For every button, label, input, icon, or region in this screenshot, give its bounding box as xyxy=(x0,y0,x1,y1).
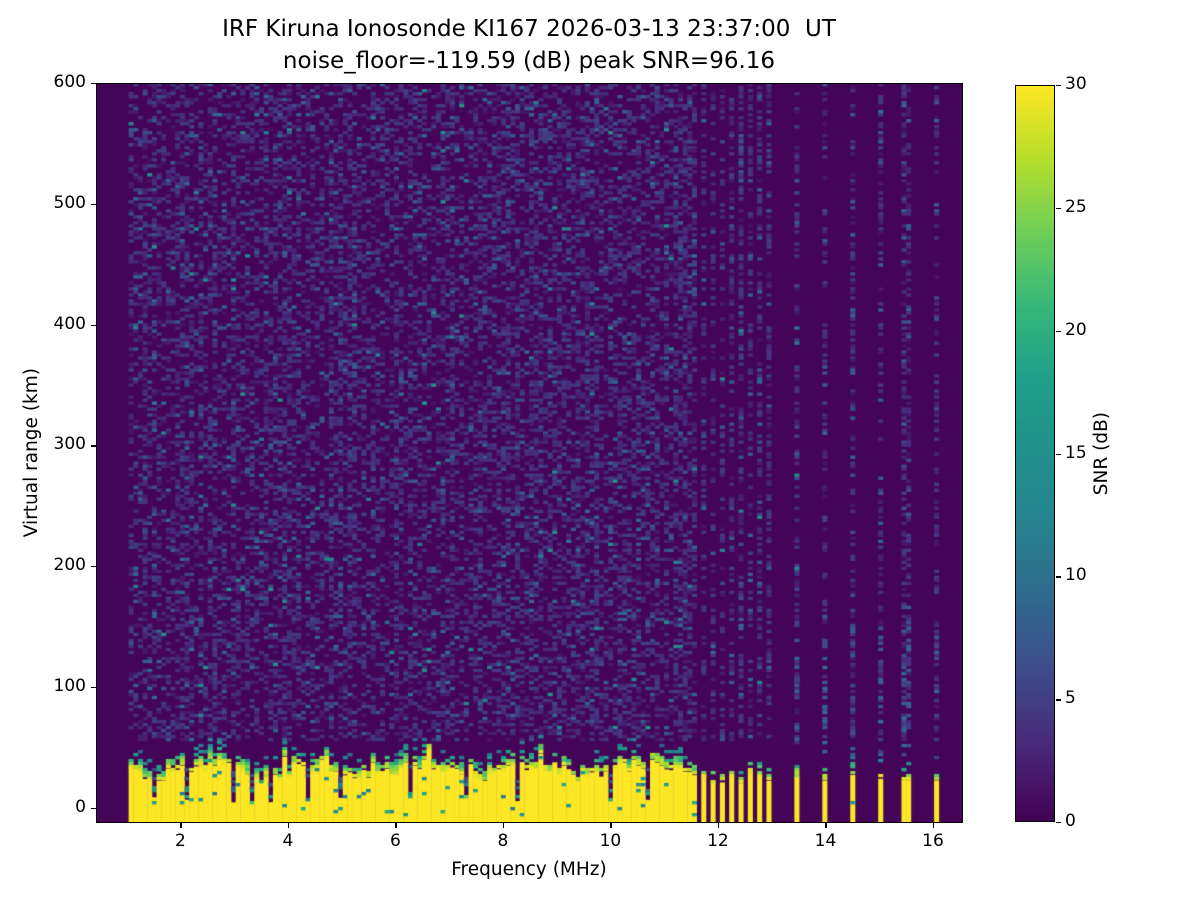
ytick-mark xyxy=(91,686,96,689)
ytick-mark xyxy=(91,83,96,85)
xtick-mark xyxy=(180,823,182,828)
xtick-label: 6 xyxy=(389,831,401,851)
ytick-mark xyxy=(91,324,96,326)
ctick-mark xyxy=(1056,85,1061,87)
ctick-label: 20 xyxy=(1065,319,1087,340)
ctick-label: 5 xyxy=(1065,688,1076,709)
ctick-label: 15 xyxy=(1065,442,1087,463)
xtick-label: 4 xyxy=(282,831,294,851)
xtick-mark xyxy=(287,823,290,828)
xtick-mark xyxy=(502,823,505,828)
ctick-mark xyxy=(1056,330,1061,333)
xtick-mark xyxy=(610,823,612,828)
xtick-label: 2 xyxy=(174,831,186,851)
ytick-label: 500 xyxy=(53,192,86,213)
colorbar xyxy=(1015,85,1055,822)
xtick-mark xyxy=(932,823,935,828)
xtick-label: 16 xyxy=(922,831,944,851)
xtick-label: 12 xyxy=(707,831,729,851)
x-axis-label: Frequency (MHz) xyxy=(451,859,607,880)
plot-title: IRF Kiruna Ionosonde KI167 2026-03-13 23… xyxy=(222,16,836,42)
ytick-mark xyxy=(91,807,96,809)
ytick-label: 300 xyxy=(53,434,86,455)
ytick-label: 400 xyxy=(53,313,86,334)
ytick-label: 200 xyxy=(53,555,86,575)
ytick-label: 100 xyxy=(53,675,86,696)
ytick-mark xyxy=(91,445,96,447)
xtick-label: 10 xyxy=(599,831,622,851)
xtick-mark xyxy=(395,823,397,828)
ctick-mark xyxy=(1056,207,1061,210)
xtick-label: 8 xyxy=(497,831,509,851)
xtick-mark xyxy=(825,823,827,828)
plot-subtitle: noise_floor=-119.59 (dB) peak SNR=96.16 xyxy=(282,48,776,74)
y-axis-label: Virtual range (km) xyxy=(20,367,42,538)
ctick-label: 30 xyxy=(1065,74,1087,94)
ionogram-heatmap xyxy=(96,83,962,822)
ctick-mark xyxy=(1056,822,1061,824)
xtick-mark xyxy=(717,823,720,828)
colorbar-label: SNR (dB) xyxy=(1090,411,1112,496)
ctick-mark xyxy=(1056,699,1061,701)
ytick-mark xyxy=(91,203,96,206)
ytick-label: 600 xyxy=(53,72,86,92)
ctick-label: 10 xyxy=(1065,565,1087,586)
ctick-label: 25 xyxy=(1065,196,1087,217)
ctick-mark xyxy=(1056,576,1061,578)
ctick-mark xyxy=(1056,453,1061,455)
xtick-label: 14 xyxy=(814,831,837,851)
ytick-mark xyxy=(91,566,96,568)
ytick-label: 0 xyxy=(75,796,86,817)
ctick-label: 0 xyxy=(1065,811,1076,831)
